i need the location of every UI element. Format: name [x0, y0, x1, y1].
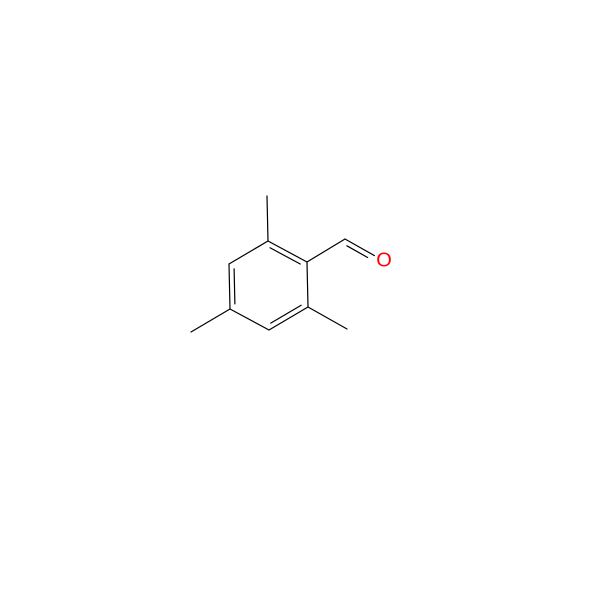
bond-line — [268, 241, 307, 262]
bond-line — [269, 307, 308, 330]
atom-label-O1: O — [376, 250, 392, 273]
bond-line — [267, 196, 268, 241]
bond-line — [234, 269, 235, 304]
bond-line — [229, 264, 230, 309]
bond-line — [230, 309, 269, 330]
molecule-canvas: O — [0, 0, 600, 600]
bond-layer — [0, 0, 600, 600]
bond-line — [229, 241, 268, 264]
bond-line — [307, 262, 308, 307]
bond-line — [191, 309, 230, 332]
bond-line — [307, 239, 345, 262]
bond-line — [308, 307, 347, 329]
bond-line — [347, 246, 368, 258]
